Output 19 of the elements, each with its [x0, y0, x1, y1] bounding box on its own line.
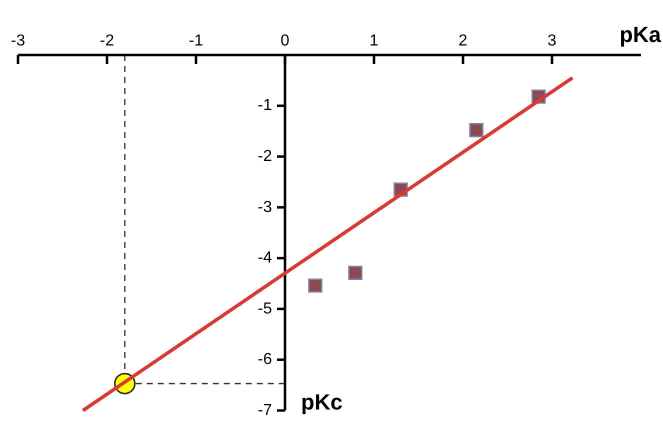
point: [348, 266, 362, 280]
x-axis-title: pKa: [619, 22, 662, 48]
point: [308, 278, 322, 293]
x-tick-label: -1: [188, 32, 204, 50]
y-tick-label: -3: [258, 198, 272, 216]
x-tick-label: 3: [548, 32, 557, 50]
y-tick-label: -2: [258, 148, 272, 165]
x-tick-label: 2: [458, 32, 468, 50]
y-tick-label: -4: [258, 250, 272, 267]
point: [469, 123, 484, 138]
x-tick-label: 0: [280, 32, 290, 50]
x-tick-label: -2: [100, 32, 114, 50]
y-tick-label: -7: [258, 402, 272, 419]
y-tick-label: -6: [258, 351, 272, 368]
y-tick-label: -1: [258, 97, 272, 114]
x-tick-label: -3: [10, 32, 26, 50]
x-tick-label: 1: [370, 32, 379, 50]
y-tick-label: -5: [258, 300, 272, 318]
y-axis-title: pKc: [301, 390, 343, 415]
